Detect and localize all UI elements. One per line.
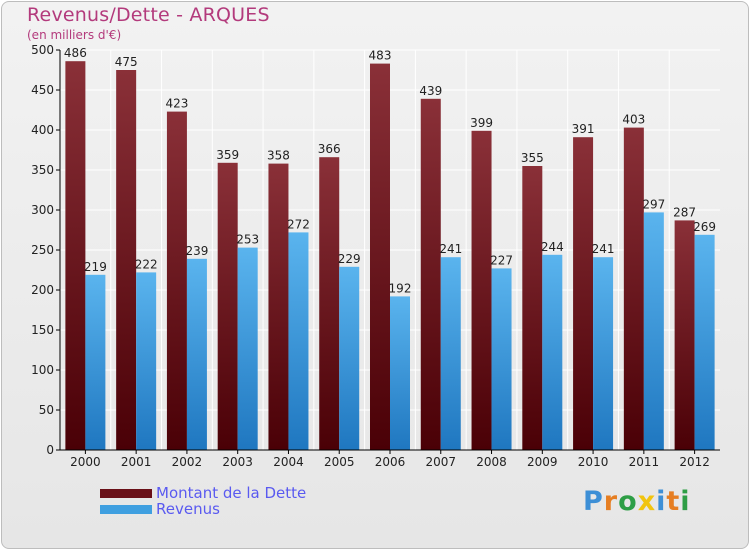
- bar-revenus: [339, 266, 360, 450]
- bar-revenus: [593, 257, 614, 450]
- bar-dette: [471, 130, 492, 451]
- x-tick-label: 2002: [172, 455, 203, 469]
- bar-revenus: [643, 212, 664, 450]
- data-label-revenus: 253: [236, 233, 259, 247]
- legend-item-dette: Montant de la Dette: [100, 484, 307, 502]
- data-label-dette: 403: [622, 113, 645, 127]
- x-tick-label: 2001: [121, 455, 152, 469]
- data-label-revenus: 241: [439, 242, 462, 256]
- x-tick-label: 2009: [527, 455, 558, 469]
- data-label-revenus: 269: [693, 220, 716, 234]
- x-tick-label: 2011: [629, 455, 660, 469]
- bar-dette: [116, 70, 137, 450]
- chart-subtitle: (en milliers d'€): [27, 28, 122, 42]
- data-label-revenus: 272: [287, 217, 310, 231]
- data-label-dette: 475: [115, 55, 138, 69]
- x-tick-label: 2005: [324, 455, 355, 469]
- data-label-revenus: 192: [389, 281, 412, 295]
- y-tick-label: 300: [31, 203, 54, 217]
- logo-letter: P: [583, 486, 604, 517]
- y-tick-label: 350: [31, 163, 54, 177]
- y-tick-label: 450: [31, 83, 54, 97]
- data-label-dette: 483: [369, 49, 392, 63]
- data-label-dette: 359: [216, 148, 239, 162]
- logo-letter: t: [666, 486, 681, 517]
- data-label-dette: 399: [470, 116, 493, 130]
- data-label-dette: 366: [318, 142, 341, 156]
- data-label-revenus: 222: [135, 257, 158, 271]
- bar-dette: [623, 127, 644, 450]
- data-label-revenus: 241: [592, 242, 615, 256]
- y-tick-label: 400: [31, 123, 54, 137]
- y-tick-label: 500: [31, 43, 54, 57]
- legend-swatch-revenus: [100, 504, 152, 514]
- data-label-revenus: 297: [642, 197, 665, 211]
- legend-label-dette: Montant de la Dette: [156, 484, 307, 502]
- bar-dette: [522, 166, 543, 450]
- y-tick-label: 200: [31, 283, 54, 297]
- bar-revenus: [491, 268, 512, 450]
- data-label-dette: 439: [419, 84, 442, 98]
- logo-letter: i: [680, 486, 691, 517]
- y-tick-label: 50: [39, 403, 54, 417]
- bar-revenus: [186, 258, 207, 450]
- bar-revenus: [136, 272, 157, 450]
- bar-dette: [370, 63, 390, 450]
- x-tick-label: 2003: [222, 455, 253, 469]
- bar-dette: [65, 61, 86, 450]
- data-label-dette: 355: [521, 151, 544, 165]
- data-label-revenus: 219: [84, 260, 107, 274]
- bar-revenus: [85, 274, 106, 450]
- x-tick-label: 2008: [476, 455, 507, 469]
- bar-dette: [217, 162, 238, 451]
- y-tick-label: 0: [46, 443, 54, 457]
- proxiti-logo: Proxiti: [583, 486, 691, 517]
- chart-title: Revenus/Dette - ARQUES: [27, 4, 270, 26]
- data-label-dette: 423: [165, 97, 188, 111]
- x-tick-label: 2000: [70, 455, 101, 469]
- x-tick-label: 2010: [578, 455, 609, 469]
- data-label-revenus: 244: [541, 240, 564, 254]
- bar-dette: [319, 157, 340, 450]
- bar-dette: [573, 137, 594, 450]
- bar-revenus: [694, 234, 715, 450]
- y-tick-label: 150: [31, 323, 54, 337]
- legend-item-revenus: Revenus: [100, 500, 306, 518]
- data-label-dette: 358: [267, 149, 290, 163]
- bar-revenus: [390, 296, 410, 450]
- x-tick-label: 2012: [679, 455, 710, 469]
- x-tick-label: 2006: [375, 455, 406, 469]
- logo-letter: r: [603, 486, 619, 517]
- bar-dette: [166, 111, 187, 450]
- bar-dette: [674, 220, 695, 450]
- bar-revenus: [288, 232, 309, 450]
- data-label-dette: 287: [673, 205, 696, 219]
- logo-letter: i: [656, 486, 667, 517]
- bar-revenus: [237, 247, 258, 450]
- logo-letter: o: [618, 486, 638, 517]
- bar-dette: [268, 163, 289, 450]
- legend-label-revenus: Revenus: [156, 500, 220, 518]
- y-tick-label: 100: [31, 363, 54, 377]
- logo-letter: x: [637, 486, 657, 517]
- x-tick-label: 2004: [273, 455, 304, 469]
- bar-revenus: [440, 257, 461, 450]
- y-tick-label: 250: [31, 243, 54, 257]
- legend: Montant de la Dette Revenus: [100, 484, 307, 518]
- data-label-dette: 486: [64, 46, 87, 60]
- x-tick-label: 2007: [425, 455, 456, 469]
- bar-dette: [420, 98, 441, 451]
- data-label-revenus: 229: [338, 252, 361, 266]
- data-label-dette: 391: [572, 122, 595, 136]
- legend-swatch-dette: [100, 488, 152, 498]
- bar-revenus: [542, 254, 563, 450]
- data-label-revenus: 239: [185, 244, 208, 258]
- data-label-revenus: 227: [490, 253, 513, 267]
